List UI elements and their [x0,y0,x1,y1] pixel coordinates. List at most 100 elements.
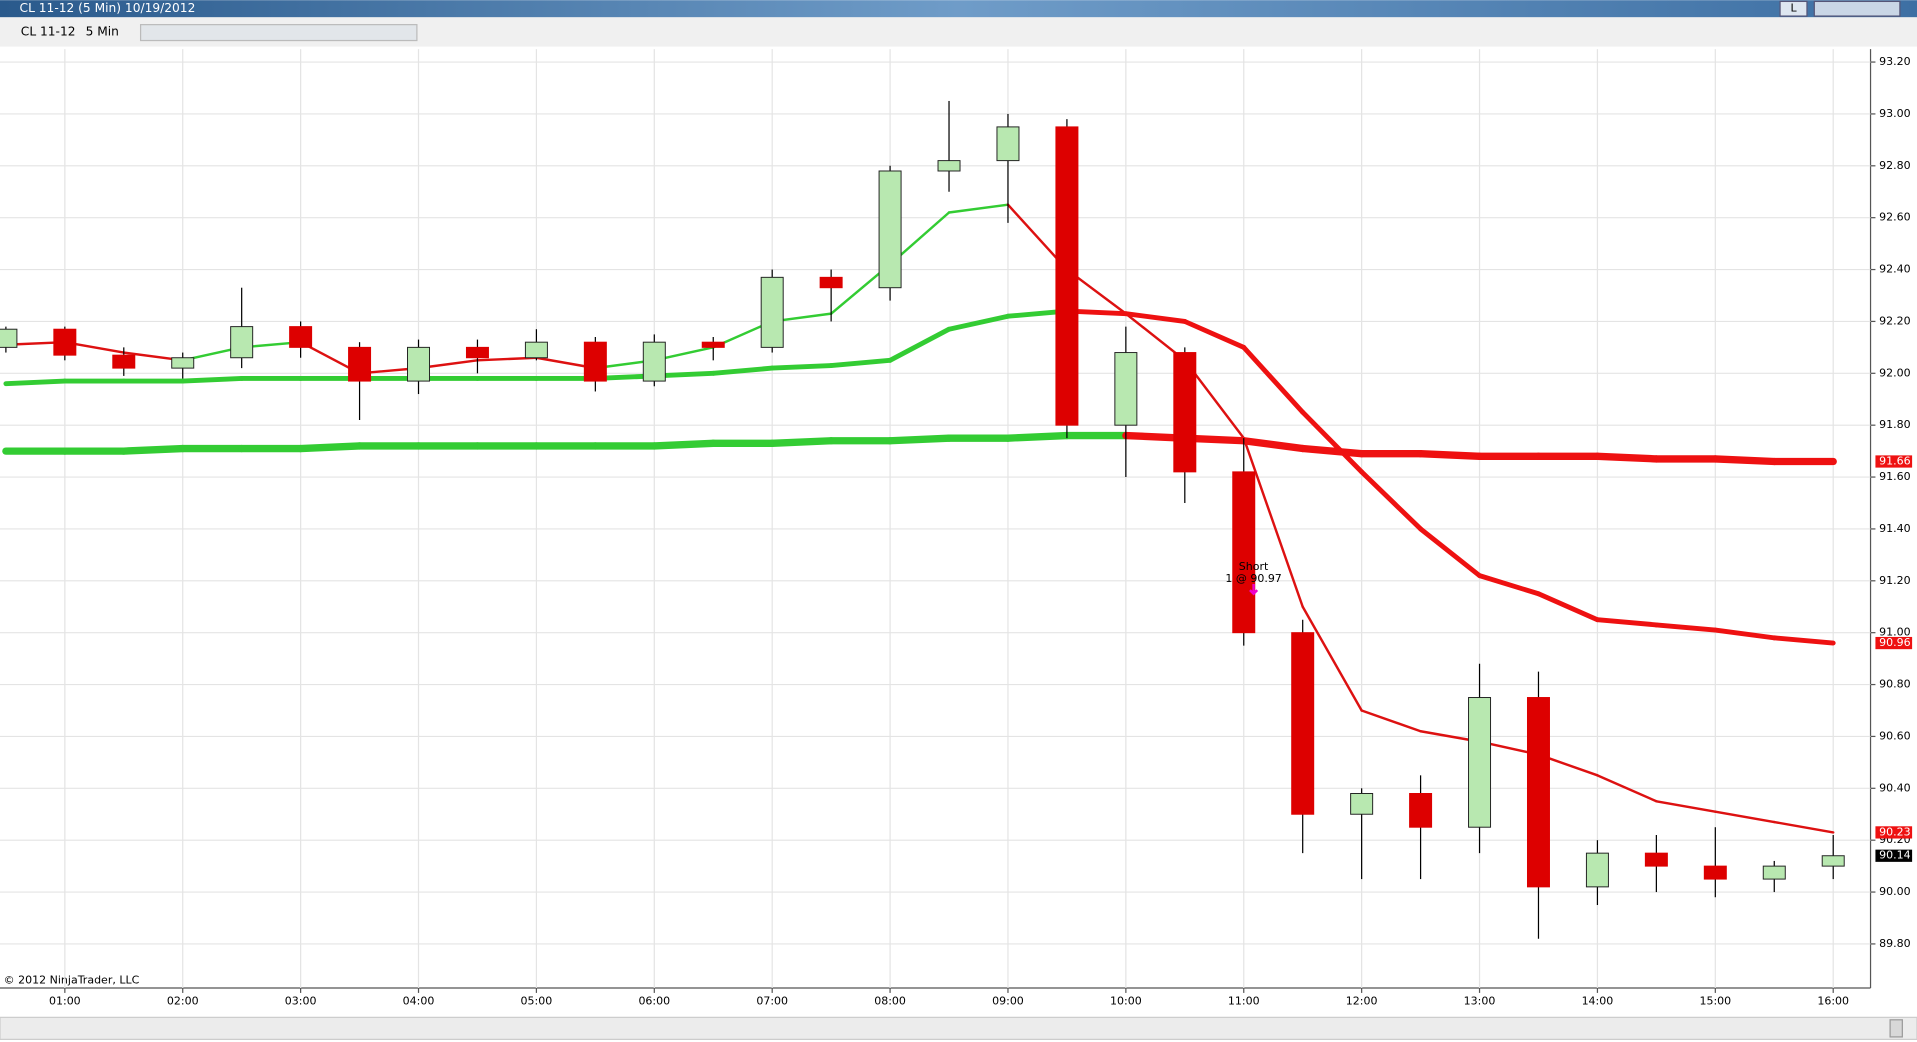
x-tick-label: 08:00 [874,994,906,1007]
candle-body [1055,126,1079,426]
x-tick-label: 05:00 [521,994,553,1007]
y-tick-label: 91.20 [1879,574,1911,587]
candle-body [996,126,1020,162]
ma-segment [180,376,245,384]
candle-body [760,276,784,348]
y-tick-label: 91.00 [1879,626,1911,639]
x-tick-label: 06:00 [638,994,670,1007]
candle-body [1703,865,1727,880]
x-tick-label: 12:00 [1346,994,1378,1007]
ma-segment [1773,820,1835,834]
y-tick-label: 92.20 [1879,314,1911,327]
price-marker [1875,826,1913,839]
x-tick-label: 13:00 [1464,994,1496,1007]
candle-body [1821,855,1845,867]
ma-segment [1594,617,1659,628]
y-tick-label: 91.60 [1879,470,1911,483]
price-marker-label: 90.14 [1879,849,1911,862]
ma-segment [1416,450,1484,460]
candle-body [407,346,431,382]
ma-segment [1596,774,1658,803]
candle-body [819,276,843,289]
interval-select[interactable]: 5 Min [86,24,119,38]
candle-body [348,346,372,382]
price-marker-label: 90.96 [1879,636,1911,649]
ma-segment [1240,437,1307,453]
instrument-select[interactable]: CL 11-12 [21,24,76,38]
ma-segment [1418,526,1482,579]
x-tick-label: 03:00 [285,994,317,1007]
ma-segment [1593,452,1661,463]
ma-segment [768,437,835,448]
candle-body [1468,697,1492,828]
candle-body [1232,471,1256,634]
y-tick-label: 92.40 [1879,263,1911,276]
scrollbar[interactable] [0,1016,1917,1040]
ma-segment [828,357,893,368]
ma-segment [3,378,68,387]
candle-body [1762,865,1786,880]
y-tick-label: 90.60 [1879,729,1911,742]
candle-body [583,341,607,382]
price-marker-label: 90.23 [1879,825,1911,838]
ma-segment [947,203,1010,214]
ma-segment [1299,444,1366,458]
ma-segment [1301,605,1363,712]
ma-segment [1771,635,1836,646]
y-tick-label: 89.80 [1879,937,1911,950]
plot-area [0,49,1871,989]
ma-segment [1360,709,1422,733]
candle-body [1114,352,1138,426]
ma-segment [1477,573,1541,597]
price-marker [1875,455,1913,468]
ma-segment [710,365,775,376]
x-tick-label: 15:00 [1699,994,1731,1007]
y-tick-label: 90.40 [1879,781,1911,794]
candle-body [1409,793,1433,828]
x-tick-label: 09:00 [992,994,1024,1007]
candle-body [230,326,254,359]
x-tick-label: 07:00 [756,994,788,1007]
candle-body [1585,852,1609,888]
window-title: CL 11-12 (5 Min) 10/19/2012 [20,1,196,15]
ma-segment [296,442,364,453]
y-tick-label: 91.80 [1879,418,1911,431]
y-tick-label: 90.00 [1879,885,1911,898]
candle-body [1526,697,1550,888]
ma-segment [1711,455,1778,466]
candle-body [1350,793,1374,815]
ma-segment [1359,469,1424,532]
scroll-thumb[interactable] [1889,1019,1903,1038]
candle-body [642,341,666,382]
corner-button-label: L [1790,2,1797,15]
annotation-arrow [1249,583,1259,596]
candle-body [937,160,961,172]
ma-segment [1714,810,1776,824]
copyright: © 2012 NinjaTrader, LLC [4,974,140,987]
window-controls[interactable] [1813,0,1901,17]
x-tick-label: 02:00 [167,994,199,1007]
ma-segment [1182,318,1247,350]
title-bar [0,0,1917,18]
ma-segment [1653,622,1718,633]
ma-segment [887,326,952,363]
candle-body [53,328,77,356]
y-tick-label: 92.60 [1879,211,1911,224]
x-tick-label: 16:00 [1817,994,1849,1007]
ma-segment [946,313,1011,332]
y-tick-label: 90.80 [1879,678,1911,691]
x-tick-label: 10:00 [1110,994,1142,1007]
ma-segment [1123,311,1188,324]
candle-body [0,328,18,348]
y-tick-label: 93.00 [1879,107,1911,120]
annotation-text: 1 @ 90.97 [1225,572,1281,585]
x-tick-label: 14:00 [1582,994,1614,1007]
toolbar-icons[interactable] [139,24,418,42]
ma-segment [650,439,717,450]
price-marker [1875,849,1913,862]
annotation-text: Short [1239,560,1269,573]
corner-button[interactable] [1779,0,1808,17]
ma-segment [1300,409,1365,475]
candle-body [524,341,548,359]
candle-body [289,326,313,348]
